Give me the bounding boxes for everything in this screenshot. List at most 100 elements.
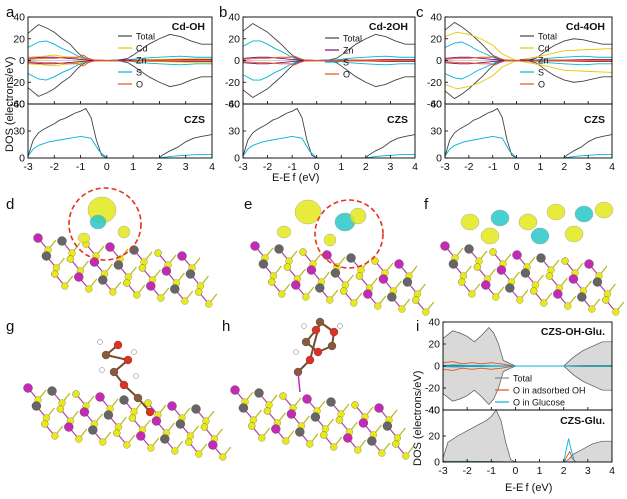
oxygen-atom [311, 325, 321, 335]
cd-atom [330, 268, 341, 278]
zn-atom [64, 422, 74, 432]
s-atom [130, 408, 138, 416]
s-atom [320, 431, 328, 439]
x-tick-label: 0 [514, 161, 520, 173]
oxygen-atom [329, 327, 339, 337]
legend-label: Total [538, 32, 557, 42]
s-atom [357, 266, 365, 274]
charge-density-lobe [77, 232, 91, 244]
carbon-atom [327, 341, 337, 351]
y-tick-label: -20 [427, 77, 442, 89]
hydrogen-atom [97, 339, 103, 345]
legend-label: Total [343, 34, 362, 44]
y-tick-label: 60 [430, 99, 442, 111]
s-atom [200, 423, 209, 431]
x-tick-label: 4 [609, 465, 615, 477]
x-tick-label: 0 [513, 465, 519, 477]
s-atom [392, 440, 400, 448]
cd-atom [274, 244, 284, 254]
zn-atom [271, 424, 281, 434]
legend-b: Total Zn SO [325, 34, 362, 80]
series-line-o-spin-down [28, 60, 212, 67]
oxygen-atom [113, 340, 123, 350]
plot-b-bottom: 0 30 60 -3 -2 -1 0 1 2 3 4 CZS [228, 99, 418, 174]
s-atom [530, 287, 538, 295]
s-atom [68, 249, 76, 257]
s-atom [355, 272, 364, 280]
charge-density-lobe [490, 209, 510, 227]
zn-atom [322, 250, 332, 260]
zn-atom [161, 266, 172, 276]
legend-label: S [343, 58, 349, 68]
zn-atom [363, 289, 373, 299]
s-atom [195, 288, 203, 296]
s-atom [402, 452, 410, 460]
cd-atom [41, 251, 52, 261]
x-tick-label: -1 [287, 161, 296, 173]
series-line-o-spin-down [243, 60, 415, 66]
series-line-total [28, 107, 212, 158]
s-atom [52, 264, 61, 272]
x-tick-label: -3 [23, 161, 32, 173]
s-atom [413, 290, 422, 298]
s-atom [374, 302, 382, 310]
cd-atom [57, 236, 67, 246]
panel-label-b: b [219, 4, 228, 21]
y-tick-label: 40 [430, 12, 442, 24]
series-line-total-spin-down [445, 60, 612, 100]
zn-atom [568, 274, 579, 284]
cd-atom [367, 436, 377, 446]
x-tick-label: -2 [50, 161, 59, 173]
panel-label-f: f [424, 196, 429, 213]
carbon-atom [109, 367, 119, 377]
zn-atom [74, 272, 84, 282]
s-atom [66, 255, 75, 263]
y-tick-label: 0 [436, 153, 442, 165]
x-tick-label: 1 [538, 161, 544, 173]
plot-title: CZS [184, 114, 205, 126]
y-tick-label: -40 [225, 99, 240, 111]
x-tick-label: 4 [609, 161, 615, 173]
hydrogen-atom [99, 367, 105, 373]
y-tick-label: 30 [228, 126, 240, 138]
zn-atom [358, 418, 369, 428]
s-atom [378, 449, 386, 457]
s-atom [202, 417, 210, 425]
plot-body-a [28, 24, 212, 97]
zn-atom [481, 280, 491, 290]
s-atom [282, 437, 290, 445]
plot-a: -40 -20 0 20 40 Cd-OH Total Cd Zn SO [10, 12, 213, 111]
s-atom [561, 257, 569, 265]
plot-frame-a-bottom [27, 103, 213, 159]
zn-atom [95, 392, 105, 402]
cd-atom [402, 277, 413, 287]
cd-atom [119, 395, 129, 405]
hydrogen-atom [131, 349, 137, 355]
x-tick-label: -3 [438, 465, 447, 477]
panel-label-c: c [416, 4, 424, 21]
zn-atom [302, 394, 312, 404]
s-atom [56, 405, 65, 413]
series-line-total [243, 107, 415, 158]
structure-h [230, 317, 415, 460]
s-atom [351, 401, 359, 409]
s-atom [516, 296, 524, 304]
s-atom [545, 272, 554, 280]
plot-title: Cd-4OH [566, 21, 605, 33]
charge-density-lobe [460, 213, 480, 231]
y-tick-label: 30 [430, 126, 442, 138]
cd-atom [98, 275, 108, 285]
oxygen-atom [123, 355, 133, 365]
s-atom [154, 249, 162, 257]
s-atom [326, 296, 334, 304]
legend-label: Zn [136, 56, 147, 66]
zn-atom [512, 250, 522, 260]
legend-label: Zn [343, 46, 354, 56]
x-tick-label: 2 [561, 161, 567, 173]
x-tick-label: 3 [585, 161, 591, 173]
structure-g [23, 339, 232, 461]
s-atom [371, 257, 379, 265]
legend-label: S [538, 68, 544, 78]
plot-title: CZS [584, 114, 605, 126]
s-atom [279, 392, 287, 400]
